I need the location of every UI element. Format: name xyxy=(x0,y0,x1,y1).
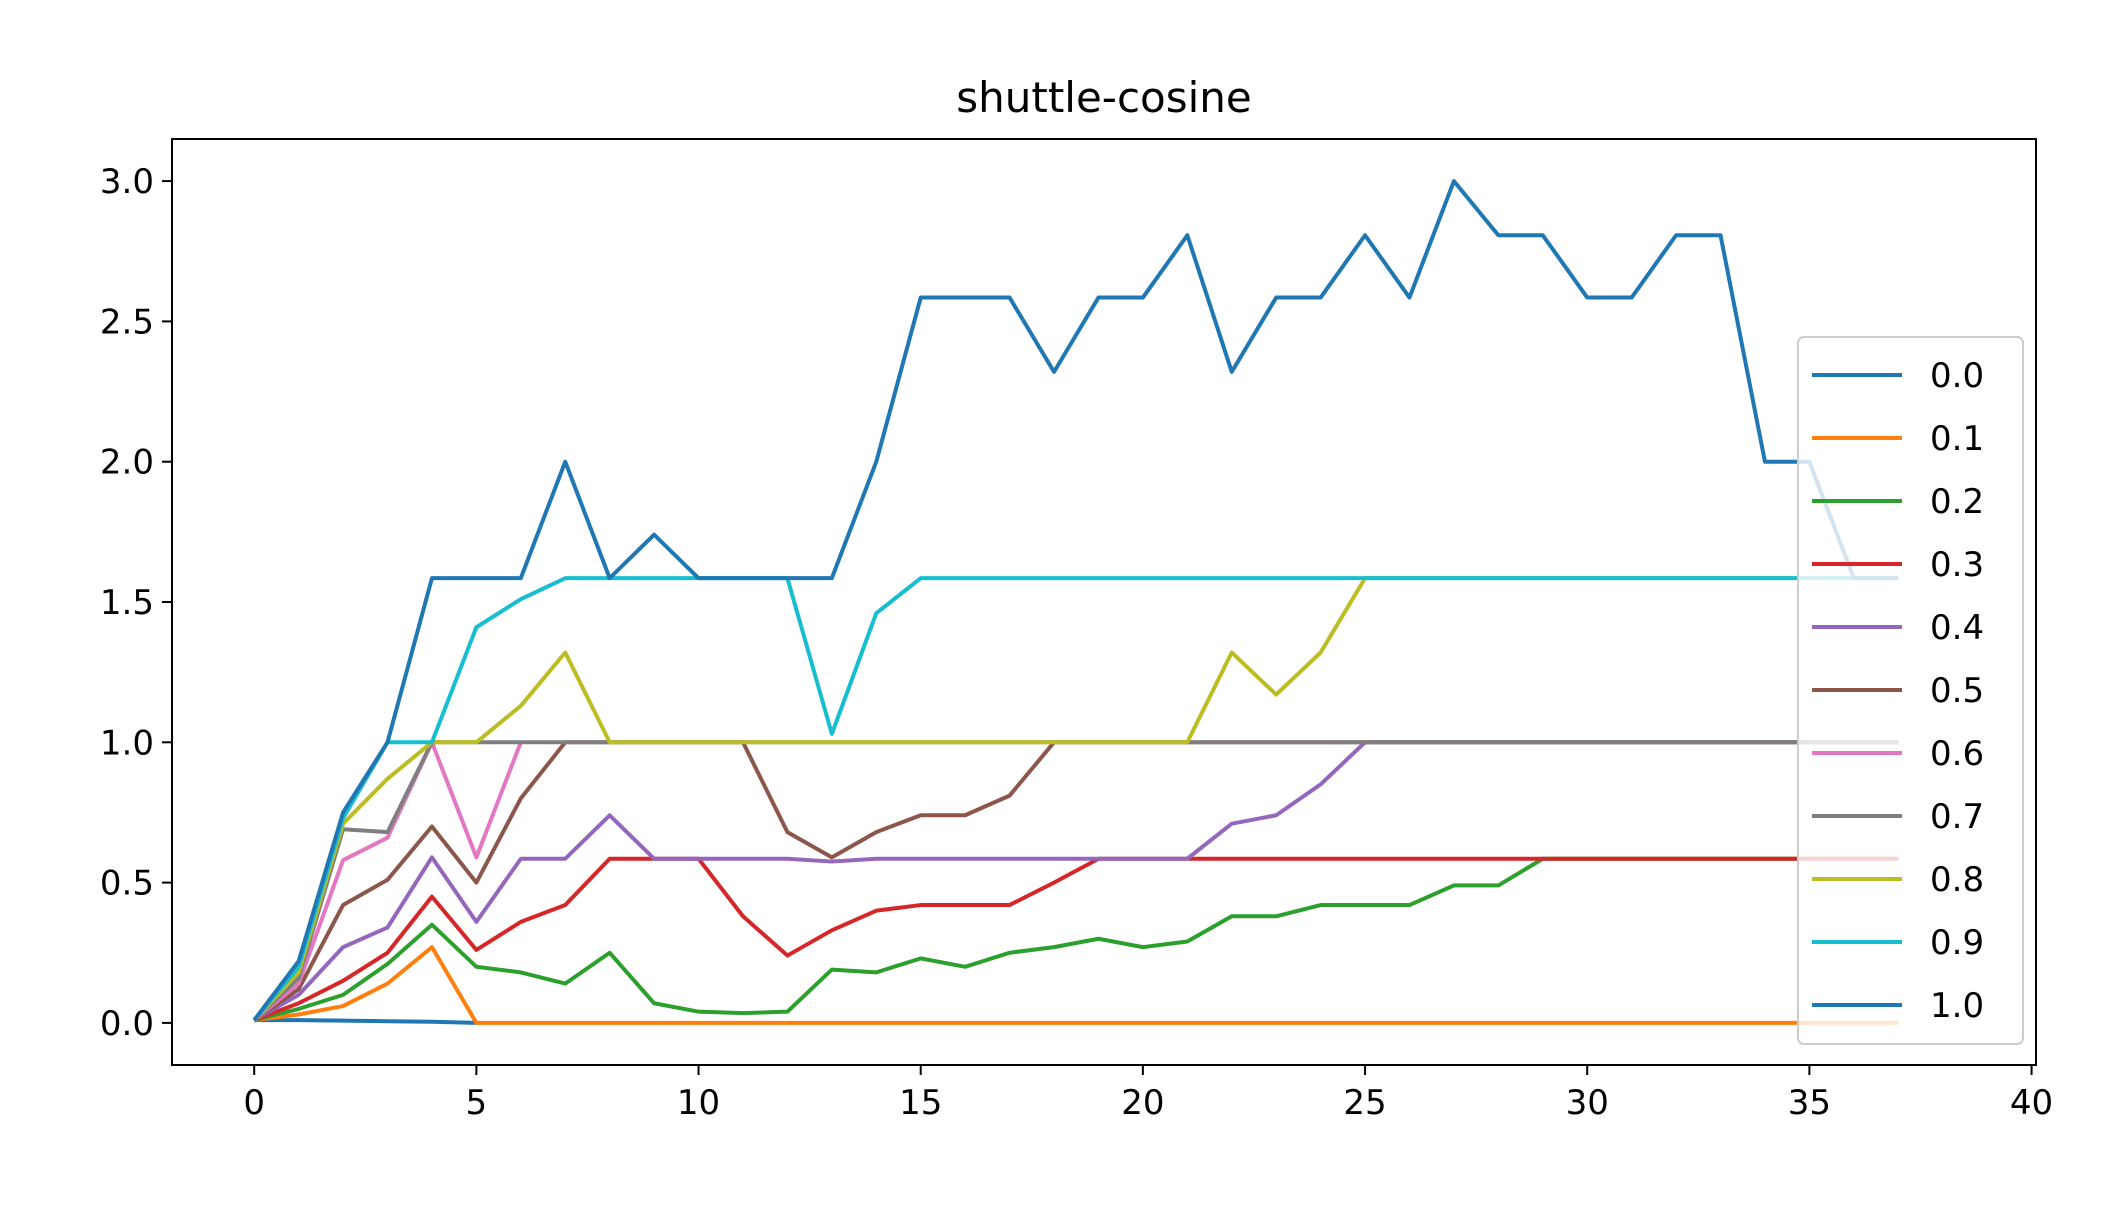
legend-label: 0.9 xyxy=(1930,923,1984,963)
x-tick-label: 30 xyxy=(1566,1083,1609,1123)
series-line-0-3 xyxy=(253,856,1899,1022)
legend-label: 0.4 xyxy=(1930,608,1984,648)
series-line-1-0 xyxy=(252,179,1899,1022)
y-tick-label: 1.5 xyxy=(100,583,154,623)
x-tick-label: 25 xyxy=(1343,1083,1386,1123)
x-tick-label: 20 xyxy=(1121,1083,1164,1123)
legend: 0.0 0.1 0.2 0.3 0.4 0.5 0.6 0.7 0.8 0.9 1.0 xyxy=(1797,336,2024,1045)
legend-label: 0.3 xyxy=(1930,545,1984,585)
y-tick-label: 2.0 xyxy=(100,443,154,483)
legend-label: 0.8 xyxy=(1930,860,1984,900)
series-layer xyxy=(252,179,1899,1025)
y-tick-label: 1.0 xyxy=(100,723,154,763)
series-line-0-0 xyxy=(254,1018,477,1025)
x-tick-label: 5 xyxy=(466,1083,488,1123)
y-tick-label: 0.0 xyxy=(100,1004,154,1044)
x-tick-label: 40 xyxy=(2010,1083,2053,1123)
x-axis: 0 5 10 15 20 25 30 35 40 xyxy=(243,1065,2053,1123)
series-line-0-6 xyxy=(252,740,523,1022)
legend-box xyxy=(1797,336,2024,1045)
legend-label: 0.2 xyxy=(1930,482,1984,522)
x-tick-label: 0 xyxy=(243,1083,265,1123)
legend-label: 1.0 xyxy=(1930,986,1984,1026)
y-tick-label: 0.5 xyxy=(100,864,154,904)
series-line-0-9 xyxy=(252,576,1899,1022)
series-line-0-1 xyxy=(253,945,1899,1025)
legend-label: 0.0 xyxy=(1930,356,1984,396)
y-axis: 0.0 0.5 1.0 1.5 2.0 2.5 3.0 xyxy=(100,162,172,1044)
legend-label: 0.1 xyxy=(1930,419,1984,459)
x-tick-label: 15 xyxy=(899,1083,942,1123)
x-tick-label: 35 xyxy=(1788,1083,1831,1123)
x-tick-label: 10 xyxy=(677,1083,720,1123)
y-tick-label: 2.5 xyxy=(100,302,154,342)
chart-title: shuttle-cosine xyxy=(956,73,1252,122)
legend-label: 0.5 xyxy=(1930,671,1984,711)
legend-label: 0.7 xyxy=(1930,797,1984,837)
legend-label: 0.6 xyxy=(1930,734,1984,774)
y-tick-label: 3.0 xyxy=(100,162,154,202)
